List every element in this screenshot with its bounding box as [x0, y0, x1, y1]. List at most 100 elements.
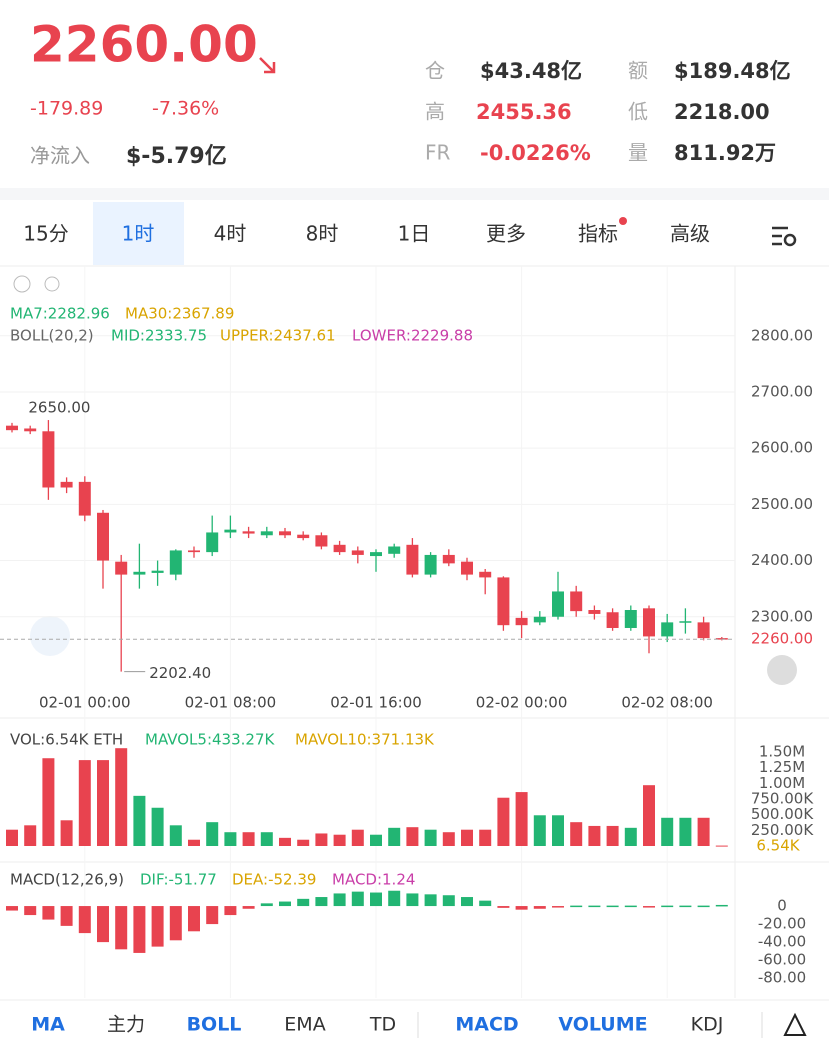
candle-body — [406, 544, 419, 575]
macd-bar — [697, 905, 710, 908]
timeframe-tab[interactable]: 1时 — [122, 222, 155, 246]
timeframe-tab[interactable]: 指标 — [578, 222, 618, 246]
stat-label: 仓 — [425, 59, 445, 83]
indicator-legend: MA30:2367.89 — [125, 305, 234, 323]
net-flow: $-5.79亿 — [126, 144, 227, 169]
collapse-icon[interactable] — [13, 275, 31, 293]
macd-bar — [242, 906, 255, 909]
candle-body — [97, 512, 109, 561]
candle-body — [643, 608, 655, 637]
macd-bar — [461, 897, 473, 907]
volume-bar — [424, 829, 437, 846]
macd-bar — [206, 906, 219, 925]
y-tick-label: -40.00 — [758, 933, 806, 951]
macd-bar — [24, 906, 37, 916]
settings-icon[interactable] — [44, 276, 60, 292]
candle-body — [42, 431, 55, 488]
y-tick-label: 250.00K — [751, 821, 814, 839]
macd-bar — [643, 906, 655, 908]
candle-body — [370, 552, 382, 557]
low-marker: 2202.40 — [149, 664, 211, 682]
candle-body — [169, 550, 182, 575]
macd-bar — [442, 895, 455, 907]
y-tick-label: 2400.00 — [751, 551, 813, 569]
candle-body — [60, 481, 73, 488]
indicator-tab[interactable]: 主力 — [107, 1014, 145, 1036]
candle-body — [297, 534, 310, 539]
macd-bar — [533, 906, 546, 909]
down-arrow — [259, 57, 276, 74]
x-tick-label: 02-02 08:00 — [621, 694, 713, 712]
indicator-tab[interactable]: TD — [369, 1014, 396, 1036]
macd-bar — [279, 901, 291, 907]
macd-bar — [588, 905, 601, 908]
candle-body — [151, 570, 164, 573]
reset-button[interactable] — [767, 655, 797, 685]
indicator-tab[interactable]: KDJ — [691, 1014, 724, 1036]
candle-body — [315, 535, 328, 547]
macd-bar — [224, 906, 237, 916]
macd-bar — [497, 906, 510, 908]
volume-legend: VOL:6.54K ETH — [10, 731, 123, 749]
volume-bar — [6, 829, 18, 846]
candle-body — [115, 561, 128, 575]
timeframe-tab[interactable]: 更多 — [486, 222, 526, 246]
macd-bar — [406, 893, 419, 907]
price: 2260.00 — [30, 16, 258, 74]
y-tick-label: 1.00M — [759, 774, 805, 792]
candle-body — [442, 554, 455, 564]
expand-button[interactable] — [30, 616, 70, 656]
candle-body — [533, 616, 546, 623]
layout-icon[interactable] — [772, 226, 788, 246]
volume-bar — [24, 825, 37, 846]
indicator-legend: MA7:2282.96 — [10, 305, 110, 323]
y-tick-label: 1.50M — [759, 742, 805, 760]
candle-body — [515, 617, 528, 626]
candle-body — [588, 610, 601, 614]
candle-body — [424, 554, 437, 575]
timeframe-tab[interactable]: 1日 — [398, 222, 431, 246]
indicator-tab[interactable]: MACD — [455, 1014, 518, 1036]
candle-body — [679, 621, 692, 623]
high-marker: 2650.00 — [28, 399, 90, 417]
volume-bar — [260, 832, 273, 846]
stat-label: 低 — [628, 100, 648, 124]
net-flow-label: 净流入 — [30, 144, 90, 168]
timeframe-tab[interactable]: 高级 — [670, 222, 710, 246]
candle-body — [188, 550, 200, 553]
candle-body — [697, 622, 710, 639]
volume-bar — [697, 817, 710, 846]
indicator-tab[interactable]: EMA — [284, 1014, 325, 1036]
volume-bar — [151, 807, 164, 846]
macd-bar — [515, 906, 528, 910]
macd-bar — [133, 906, 146, 953]
timeframe-tab[interactable]: 15分 — [23, 222, 68, 246]
macd-bar — [188, 906, 200, 932]
candle-body — [133, 571, 146, 575]
candle-body — [351, 550, 364, 555]
volume-bar — [661, 817, 674, 846]
timeframe-tab[interactable]: 8时 — [306, 222, 339, 246]
macd-bar — [351, 891, 364, 907]
volume-bar — [297, 839, 310, 846]
candle-body — [552, 591, 564, 617]
macd-legend: MACD:1.24 — [332, 871, 415, 889]
volume-bar — [643, 785, 655, 846]
change: -179.89 — [30, 98, 103, 120]
macd-bar — [115, 906, 128, 950]
timeframe-tab[interactable]: 4时 — [214, 222, 247, 246]
indicator-tab[interactable]: MA — [31, 1014, 65, 1036]
y-tick-label: 2800.00 — [751, 326, 813, 344]
macd-bar — [97, 906, 109, 943]
volume-bar — [169, 825, 182, 846]
draw-icon[interactable] — [783, 1012, 807, 1036]
candle-body — [78, 481, 91, 516]
macd-bar — [297, 898, 310, 907]
volume-bar — [388, 827, 401, 846]
volume-bar — [97, 760, 109, 846]
indicator-tab[interactable]: BOLL — [187, 1014, 242, 1036]
y-tick-label: -20.00 — [758, 915, 806, 933]
indicator-tab[interactable]: VOLUME — [558, 1014, 647, 1036]
volume-bar — [679, 817, 692, 846]
